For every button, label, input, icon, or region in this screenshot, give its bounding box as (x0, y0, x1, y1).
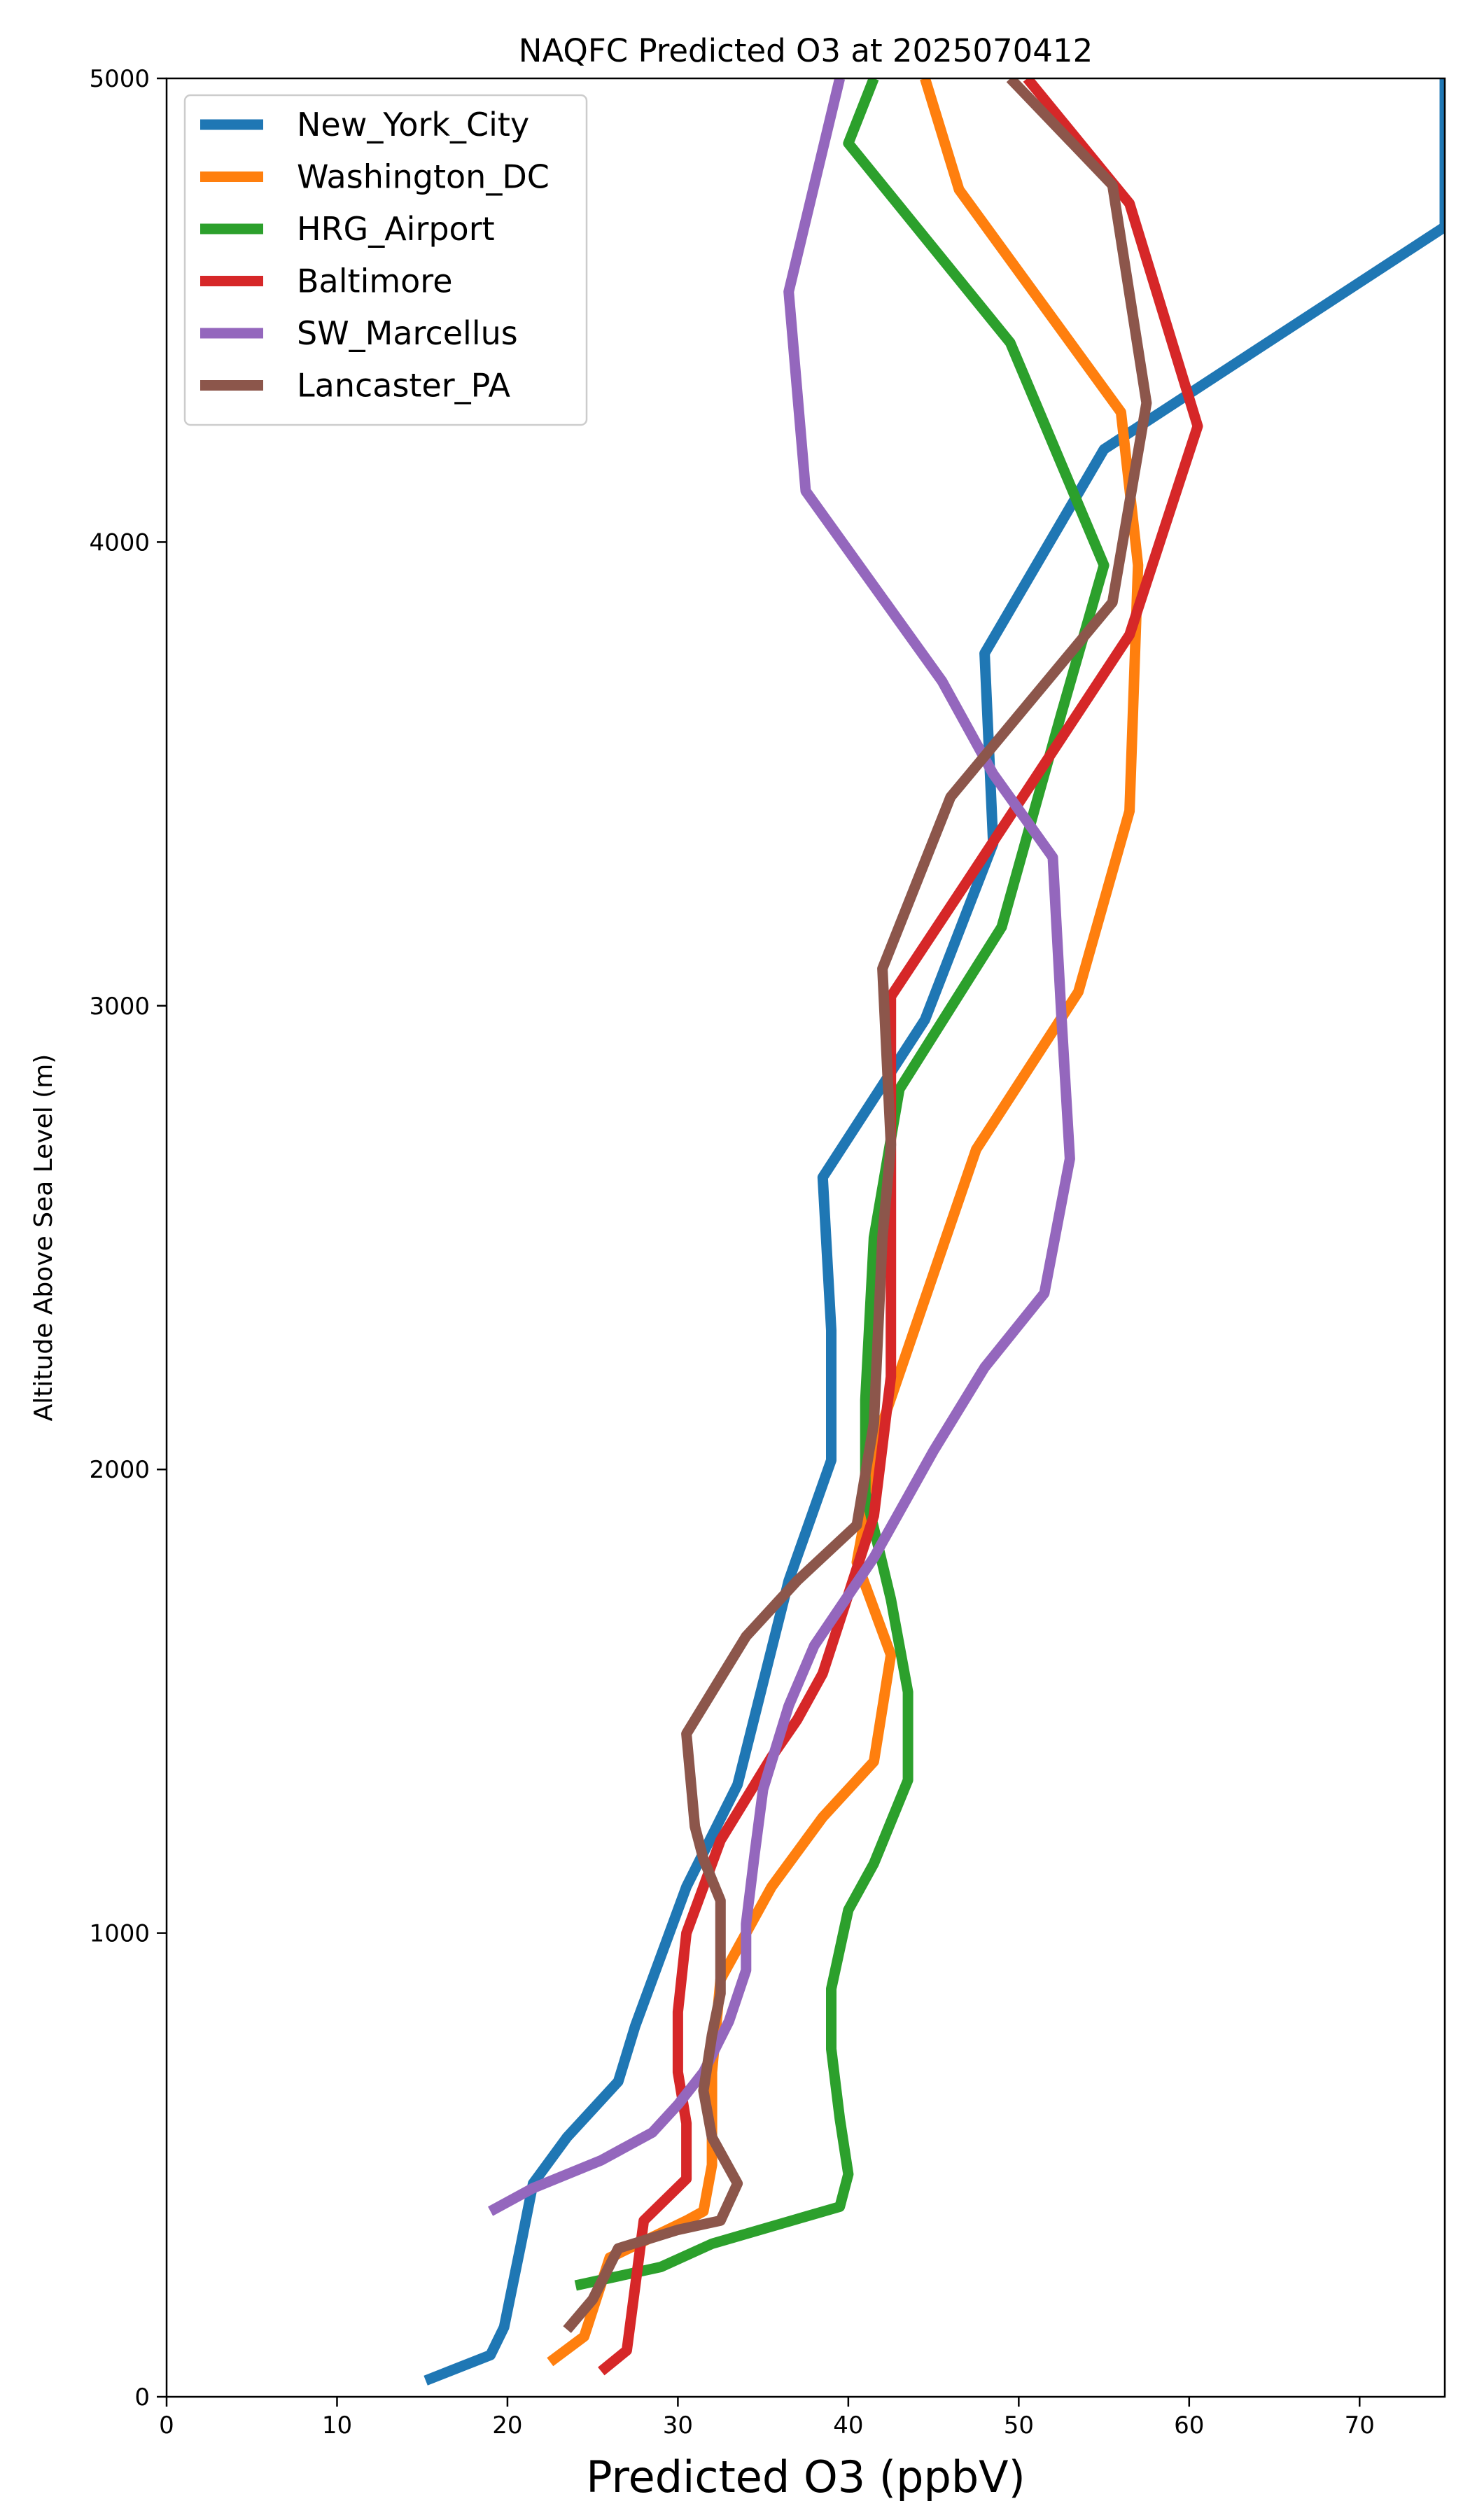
legend-label: Baltimore (297, 262, 453, 300)
legend-label: Washington_DC (297, 158, 550, 196)
y-tick-label: 2000 (89, 1456, 150, 1484)
legend-box (183, 94, 588, 426)
x-tick-label: 70 (1345, 2412, 1375, 2440)
y-tick-label: 5000 (89, 65, 150, 93)
y-tick-label: 3000 (89, 993, 150, 1021)
legend-label: Lancaster_PA (297, 367, 510, 405)
series-line-baltimore (598, 78, 1203, 2376)
y-axis-label: Altitude Above Sea Level (m) (29, 1054, 58, 1422)
series-line-new-york-city (424, 78, 1445, 2386)
y-tick-label: 0 (134, 2384, 150, 2412)
x-axis-label: Predicted O3 (ppbV) (586, 2451, 1026, 2502)
x-tick-label: 40 (833, 2412, 863, 2440)
x-tick-label: 60 (1174, 2412, 1204, 2440)
y-axis: 0 1000 2000 3000 4000 5000 (89, 65, 167, 2412)
series-line-lancaster-pa (563, 78, 1152, 2333)
legend: New_York_City Washington_DC HRG_Airport Bal… (183, 94, 588, 426)
series-line-hrg-airport (574, 78, 1110, 2291)
y-tick-label: 1000 (89, 1920, 150, 1948)
legend-label: SW_Marcellus (297, 314, 518, 352)
plot-frame (165, 77, 1446, 2398)
x-tick-label: 30 (663, 2412, 693, 2440)
chart-title: NAQFC Predicted O3 at 2025070412 (519, 32, 1093, 69)
series-line-sw-marcellus (488, 78, 1075, 2216)
x-axis: 0 10 20 30 40 50 60 70 (159, 2397, 1375, 2440)
x-tick-label: 20 (492, 2412, 522, 2440)
x-tick-label: 0 (159, 2412, 174, 2440)
series-line-washington-dc (547, 78, 1144, 2367)
legend-label: HRG_Airport (297, 210, 495, 248)
legend-label: New_York_City (297, 106, 529, 144)
y-tick-label: 4000 (89, 528, 150, 556)
x-tick-label: 10 (322, 2412, 352, 2440)
x-tick-label: 50 (1004, 2412, 1034, 2440)
series-layer (424, 78, 1445, 2386)
